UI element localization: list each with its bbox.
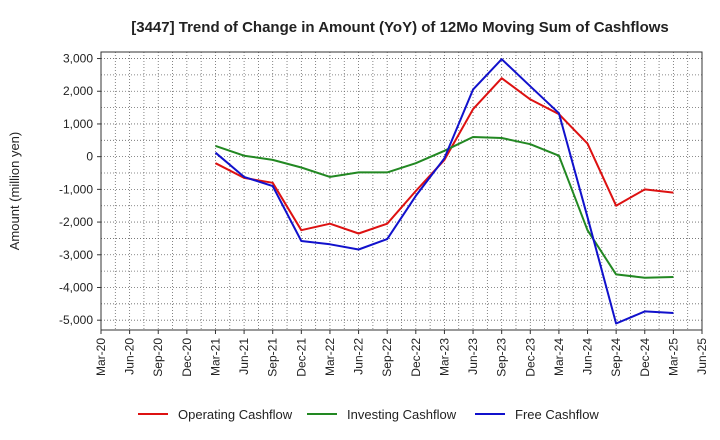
investing-cashflow-line xyxy=(215,136,674,279)
x-tick-label: Sep-21 xyxy=(266,338,280,377)
free-cashflow-line xyxy=(214,58,674,325)
x-tick-label: Mar-25 xyxy=(666,338,680,376)
x-tick-label: Jun-21 xyxy=(237,338,251,375)
x-tick-label: Jun-23 xyxy=(466,338,480,375)
x-tick-label: Dec-22 xyxy=(409,338,423,377)
y-axis-label: Amount (million yen) xyxy=(7,132,22,251)
x-tick-label: Jun-22 xyxy=(352,338,366,375)
operating-cashflow-legend-label: Operating Cashflow xyxy=(178,407,293,422)
x-tick-label: Mar-22 xyxy=(323,338,337,376)
y-tick-label: 0 xyxy=(86,150,93,164)
x-tick-label: Dec-20 xyxy=(180,338,194,377)
x-tick-label: Sep-20 xyxy=(151,338,165,377)
y-tick-label: -5,000 xyxy=(59,313,93,327)
x-tick-label: Sep-23 xyxy=(495,338,509,377)
free-cashflow-legend-label: Free Cashflow xyxy=(515,407,599,422)
plot-frame xyxy=(100,51,703,331)
chart-title: [3447] Trend of Change in Amount (YoY) o… xyxy=(131,19,669,36)
x-tick-label: Jun-20 xyxy=(123,338,137,375)
x-tick-label: Sep-22 xyxy=(380,338,394,377)
x-tick-label: Mar-21 xyxy=(208,338,222,376)
x-tick-label: Dec-21 xyxy=(294,338,308,377)
x-tick-label: Jun-25 xyxy=(695,338,709,375)
y-tick-label: 1,000 xyxy=(63,117,93,131)
y-tick-label: 2,000 xyxy=(63,84,93,98)
y-tick-label: 3,000 xyxy=(63,52,93,66)
y-tick-label: -1,000 xyxy=(59,182,93,196)
y-tick-label: -3,000 xyxy=(59,248,93,262)
plot-area: 3,000 2,000 1,000 0 -1,000 -2,000 -3,000 -4,000… xyxy=(59,51,709,377)
y-tick-label: -4,000 xyxy=(59,280,93,294)
x-tick-label: Sep-24 xyxy=(609,338,623,377)
x-tick-label: Mar-20 xyxy=(94,338,108,376)
x-tick-label: Dec-24 xyxy=(638,338,652,377)
legend: Operating Cashflow Investing Cashflow Free… xyxy=(138,407,599,422)
y-tick-label: -2,000 xyxy=(59,215,93,229)
x-tick-label: Jun-24 xyxy=(581,338,595,375)
x-tick-label: Mar-23 xyxy=(437,338,451,376)
x-tick-label: Mar-24 xyxy=(552,338,566,376)
x-tick-label: Dec-23 xyxy=(523,338,537,377)
investing-cashflow-legend-label: Investing Cashflow xyxy=(347,407,457,422)
